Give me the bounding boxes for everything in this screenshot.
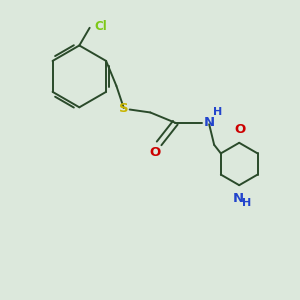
- Text: N: N: [203, 116, 214, 129]
- Text: S: S: [119, 101, 129, 115]
- Text: H: H: [213, 107, 223, 118]
- Text: H: H: [242, 198, 251, 208]
- Text: O: O: [149, 146, 160, 159]
- Text: Cl: Cl: [94, 20, 107, 33]
- Text: O: O: [234, 123, 245, 136]
- Text: N: N: [233, 192, 244, 205]
